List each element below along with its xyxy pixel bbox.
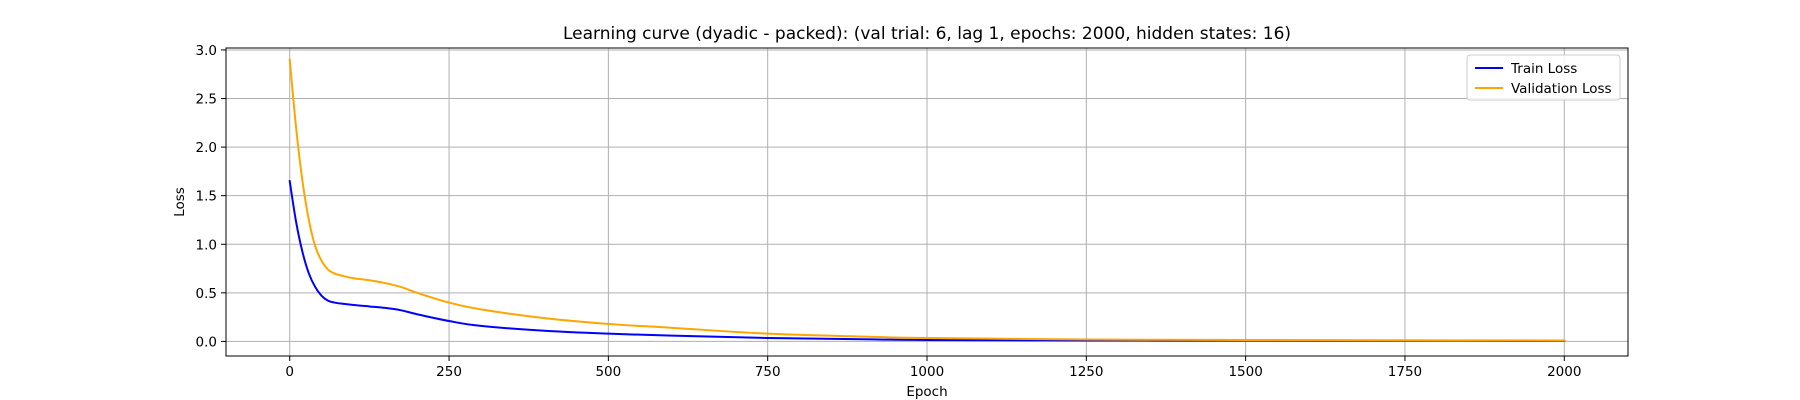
y-tick-label: 3.0 (196, 43, 217, 59)
y-tick-label: 0.5 (196, 286, 217, 302)
chart-title: Learning curve (dyadic - packed): (val t… (563, 24, 1291, 44)
x-tick-label: 250 (436, 364, 462, 380)
tick-layer: 0 250 500 750 1000 1250 1500 1750 2000 0.0 0.5 1.0 1… (196, 43, 1582, 380)
x-axis-label: Epoch (906, 384, 947, 400)
y-tick-label: 1.5 (196, 189, 217, 205)
legend-label-train-loss: Train Loss (1510, 61, 1577, 77)
x-tick-label: 1250 (1069, 364, 1103, 380)
legend-label-validation-loss: Validation Loss (1511, 81, 1612, 97)
legend-box (1466, 54, 1621, 101)
y-tick-label: 0.0 (196, 334, 217, 350)
x-tick-label: 750 (755, 364, 781, 380)
series-line-validation-loss (288, 58, 1566, 342)
series-layer (288, 58, 1566, 342)
y-tick-label: 1.0 (196, 237, 217, 253)
x-tick-label: 0 (285, 364, 294, 380)
legend: Train Loss Validation Loss (1466, 54, 1621, 101)
y-tick-label: 2.0 (196, 140, 217, 156)
x-tick-label: 500 (595, 364, 621, 380)
y-axis-label: Loss (172, 187, 188, 217)
x-tick-label: 1750 (1388, 364, 1422, 380)
y-tick-label: 2.5 (196, 92, 217, 108)
x-tick-label: 2000 (1547, 364, 1581, 380)
x-tick-label: 1000 (910, 364, 944, 380)
x-tick-label: 1500 (1228, 364, 1262, 380)
